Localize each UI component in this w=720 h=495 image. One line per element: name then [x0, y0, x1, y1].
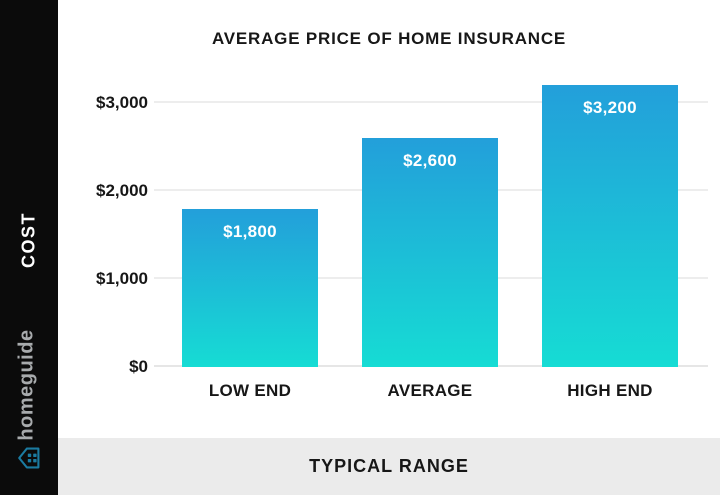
bar-value-label: $3,200: [583, 98, 637, 117]
y-tick-1000: $1,000: [96, 269, 148, 288]
plot-area: $1,800 $2,600 $3,200: [154, 67, 708, 367]
bar-value-label: $1,800: [223, 222, 277, 241]
x-label-low-end: LOW END: [208, 381, 292, 400]
bars-row: $1,800 $2,600 $3,200: [160, 67, 700, 367]
typical-range-label: TYPICAL RANGE: [309, 456, 469, 476]
chart-title: AVERAGE PRICE OF HOME INSURANCE: [211, 29, 567, 48]
bar-low-end: $1,800: [182, 209, 318, 367]
bar-slot-high-end: $3,200: [520, 85, 700, 367]
sidebar: COST homeguide: [0, 0, 58, 495]
y-tick-3000: $3,000: [96, 93, 148, 112]
bar-high-end: $3,200: [542, 85, 678, 367]
typical-range-band: TYPICAL RANGE: [58, 438, 720, 495]
bar-slot-low-end: $1,800: [160, 209, 340, 367]
homeguide-house-icon: [17, 446, 41, 470]
x-label-average: AVERAGE: [387, 381, 473, 400]
x-label-high-end: HIGH END: [567, 381, 653, 400]
y-axis-title: COST: [18, 211, 39, 269]
bar-slot-average: $2,600: [340, 138, 520, 367]
x-axis-labels: LOW END AVERAGE HIGH END: [160, 381, 700, 401]
bar-value-label: $2,600: [403, 151, 457, 170]
chart-panel: AVERAGE PRICE OF HOME INSURANCE $0 $1,00…: [58, 0, 720, 495]
brand-wordmark: homeguide: [15, 329, 38, 441]
gridline-3000: [154, 101, 708, 103]
y-tick-2000: $2,000: [96, 181, 148, 200]
bar-average: $2,600: [362, 138, 498, 367]
y-tick-0: $0: [129, 357, 148, 376]
